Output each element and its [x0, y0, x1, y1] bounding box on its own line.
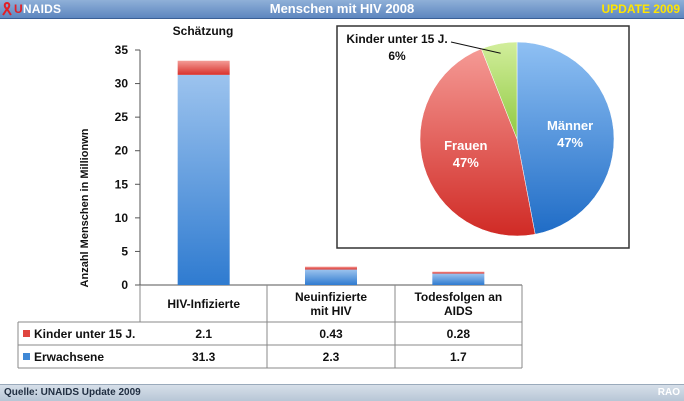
legend-swatch — [23, 353, 30, 360]
y-tick-label: 35 — [115, 43, 129, 57]
data-table: HIV-Infizierte Neuinfizierte mit HIV Todesf… — [17, 285, 523, 369]
table-header: Neuinfizierte mit HIV — [295, 290, 367, 318]
row-label: Kinder unter 15 J. — [34, 327, 135, 341]
y-tick-label: 15 — [115, 177, 129, 191]
y-tick-label: 30 — [115, 77, 129, 91]
table-cell: 0.28 — [447, 327, 471, 341]
y-tick-label: 10 — [115, 211, 129, 225]
bar-children-1 — [305, 266, 357, 270]
table-cell: 0.43 — [319, 327, 343, 341]
bar-children-2 — [432, 271, 485, 274]
table-header: HIV-Infizierte — [167, 297, 240, 311]
y-tick-label: 5 — [121, 244, 128, 258]
table-cell: 2.1 — [195, 327, 212, 341]
update-label: UPDATE 2009 — [601, 2, 680, 16]
row-label: Erwachsene — [34, 350, 104, 364]
pie-slice-women — [419, 48, 536, 237]
red-ribbon-icon — [2, 2, 12, 16]
annotation-label: Schätzung — [173, 24, 234, 38]
y-tick-label: 25 — [115, 110, 129, 124]
bar-adults-0 — [177, 74, 230, 285]
table-cell: 2.3 — [323, 350, 340, 364]
logo-text: UNAIDS — [14, 2, 62, 16]
legend-swatch — [23, 330, 30, 337]
table-cell: 1.7 — [450, 350, 467, 364]
bar-adults-2 — [432, 273, 485, 285]
bar-adults-1 — [305, 269, 357, 285]
y-axis-label: Anzahl Menschen in Millionwn — [79, 128, 91, 287]
y-tick-label: 20 — [115, 144, 129, 158]
unaids-logo: UNAIDS — [2, 1, 61, 17]
table-header: Todesfolgen an AIDS — [414, 290, 502, 318]
bar-children-0 — [177, 60, 230, 75]
footer-bar: Quelle: UNAIDS Update 2009 RAO — [0, 384, 684, 401]
pie-callout-line — [450, 41, 501, 54]
pie-label: Männer 47% — [547, 118, 593, 150]
chart: 0 5 10 15 20 25 30 35 Schätzung Anzahl Menschen… — [17, 24, 630, 369]
bar-chart: 0 5 10 15 20 25 30 35 Schätzung Anzahl Menschen… — [79, 24, 522, 292]
pie-label: Frauen 47% — [444, 138, 487, 170]
page-title: Menschen mit HIV 2008 — [269, 1, 415, 16]
header-bar: UNAIDS Menschen mit HIV 2008 UPDATE 2009 — [0, 0, 684, 19]
pie-slice-men — [516, 41, 615, 235]
credit-text: RAO — [657, 387, 680, 398]
source-text: Quelle: UNAIDS Update 2009 — [4, 387, 141, 398]
pie-chart: Männer 47% Frauen 47% Kinder unter 15 J. 6% — [336, 25, 630, 249]
table-cell: 31.3 — [192, 350, 216, 364]
pie-label-kids: Kinder unter 15 J. 6% — [346, 32, 447, 63]
y-tick-label: 0 — [121, 278, 128, 292]
